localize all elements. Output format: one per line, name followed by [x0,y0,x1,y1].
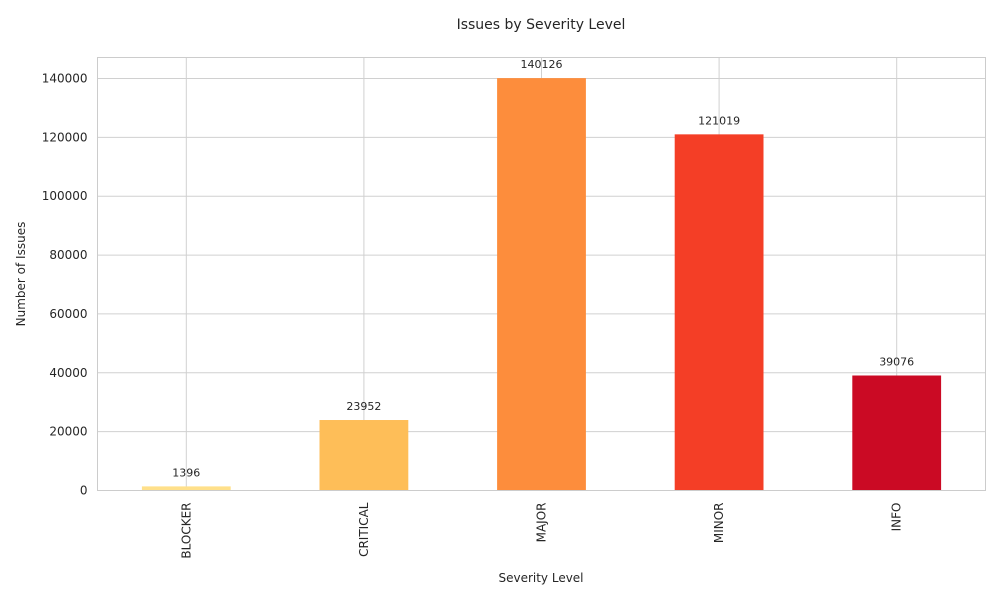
data-label-info: 39076 [879,356,914,369]
bars [141,78,942,491]
x-tick-label-critical: CRITICAL [357,502,371,557]
x-tick-labels: BLOCKER CRITICAL MAJOR MINOR INFO [179,502,903,558]
x-tick-label-info: INFO [890,503,904,532]
x-axis-label: Severity Level [498,571,583,585]
bar-minor [674,134,764,491]
y-axis-label: Number of Issues [14,222,28,327]
y-tick-label: 140000 [42,71,88,85]
x-tick-label-blocker: BLOCKER [179,503,193,559]
data-labels: 1396 23952 140126 121019 39076 [172,58,914,479]
y-tick-labels: 0 20000 40000 60000 80000 100000 120000 140000 [42,71,88,497]
x-tick-label-major: MAJOR [535,503,549,543]
plot-frame [97,57,986,491]
data-label-major: 140126 [521,58,563,71]
y-tick-label: 80000 [49,248,87,262]
data-label-critical: 23952 [346,400,381,413]
x-tick-label-minor: MINOR [712,503,726,544]
y-tick-label: 40000 [49,366,87,380]
bar-blocker [141,486,231,491]
y-tick-label: 0 [80,484,88,498]
y-tick-label: 100000 [42,189,88,203]
chart-title: Issues by Severity Level [457,17,626,33]
bar-critical [319,420,409,491]
data-label-minor: 121019 [698,114,740,127]
y-tick-label: 20000 [49,425,87,439]
bar-info [852,375,942,491]
y-tick-label: 120000 [42,130,88,144]
y-tick-label: 60000 [49,307,87,321]
data-label-blocker: 1396 [172,466,200,479]
bar-major [497,78,586,491]
